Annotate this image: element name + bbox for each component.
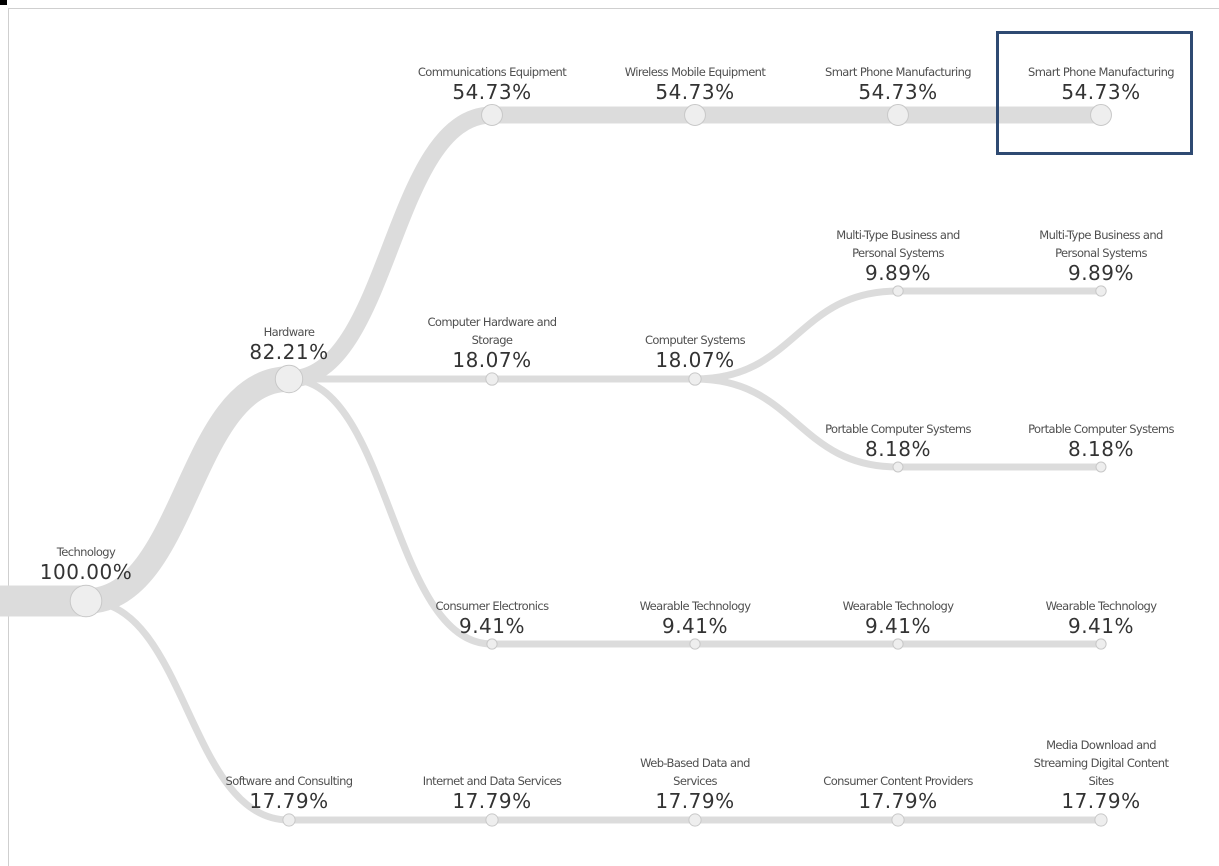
node-name: Multi-Type Business and Personal Systems <box>1039 227 1163 260</box>
node-portable-computer-systems-2-label: Portable Computer Systems 8.18% <box>1008 420 1194 459</box>
edge-fragment <box>0 0 7 5</box>
node-name: Wearable Technology <box>1045 598 1157 613</box>
node-name: Wearable Technology <box>639 598 751 613</box>
node-multi-type-systems-1-label: Multi-Type Business and Personal Systems… <box>805 226 991 283</box>
node-internet-data-services-circle[interactable] <box>485 813 499 827</box>
node-computer-hardware-storage-circle[interactable] <box>485 372 499 386</box>
node-internet-data-services-label: Internet and Data Services 17.79% <box>399 772 585 811</box>
node-consumer-content-providers-label: Consumer Content Providers 17.79% <box>805 772 991 811</box>
link-hardware-to-communications-equipment <box>288 106 493 388</box>
node-value: 9.41% <box>864 613 932 638</box>
node-wireless-mobile-equipment-circle[interactable] <box>684 104 706 126</box>
node-smart-phone-manufacturing-2-label: Smart Phone Manufacturing 54.73% <box>1008 63 1194 102</box>
node-name: Wearable Technology <box>842 598 954 613</box>
node-value: 54.73% <box>858 79 938 104</box>
node-communications-equipment-circle[interactable] <box>481 104 503 126</box>
node-value: 9.41% <box>458 613 526 638</box>
node-name: Technology <box>56 545 116 560</box>
node-name: Software and Consulting <box>225 773 354 788</box>
node-value: 9.41% <box>661 613 729 638</box>
node-technology-label: Technology 100.00% <box>0 543 179 582</box>
node-name: Communications Equipment <box>417 64 567 79</box>
node-value: 9.89% <box>1067 260 1135 285</box>
node-value: 18.07% <box>655 347 735 372</box>
node-value: 17.79% <box>858 788 938 813</box>
node-hardware-circle[interactable] <box>274 364 304 394</box>
node-multi-type-systems-2-label: Multi-Type Business and Personal Systems… <box>1008 226 1194 283</box>
node-software-consulting-circle[interactable] <box>282 813 296 827</box>
node-value: 17.79% <box>655 788 735 813</box>
node-wearable-technology-1-circle[interactable] <box>689 638 701 650</box>
node-computer-systems-circle[interactable] <box>688 372 702 386</box>
node-multi-type-systems-2-circle[interactable] <box>1095 285 1107 297</box>
node-name: Portable Computer Systems <box>1028 422 1174 437</box>
node-value: 9.41% <box>1067 613 1135 638</box>
node-technology-circle[interactable] <box>69 584 103 618</box>
links-layer <box>0 106 1101 824</box>
link-hardware-to-consumer-electronics <box>288 375 493 648</box>
node-portable-computer-systems-1-label: Portable Computer Systems 8.18% <box>805 420 991 459</box>
node-computer-systems-label: Computer Systems 18.07% <box>602 331 788 370</box>
visual-frame <box>8 8 1219 866</box>
node-portable-computer-systems-2-circle[interactable] <box>1095 461 1107 473</box>
node-wearable-technology-3-circle[interactable] <box>1095 638 1107 650</box>
link-computer-systems-to-multi-type-systems-1 <box>694 287 899 383</box>
node-value: 17.79% <box>1061 788 1141 813</box>
node-value: 54.73% <box>655 79 735 104</box>
node-wearable-technology-1-label: Wearable Technology 9.41% <box>602 597 788 636</box>
node-name: Hardware <box>263 325 315 340</box>
node-media-download-streaming-circle[interactable] <box>1094 813 1108 827</box>
node-name: Computer Hardware and Storage <box>427 314 557 347</box>
node-smart-phone-manufacturing-2-circle[interactable] <box>1090 104 1112 126</box>
node-smart-phone-manufacturing-1-circle[interactable] <box>887 104 909 126</box>
node-name: Multi-Type Business and Personal Systems <box>836 227 960 260</box>
link-technology-to-software-consulting <box>85 597 290 824</box>
node-value: 8.18% <box>1067 437 1135 462</box>
node-consumer-content-providers-circle[interactable] <box>891 813 905 827</box>
selection-highlight <box>996 31 1193 155</box>
nodes-layer <box>69 104 1112 827</box>
link-computer-systems-to-portable-computer-systems-1 <box>694 375 899 471</box>
node-wearable-technology-3-label: Wearable Technology 9.41% <box>1008 597 1194 636</box>
node-wireless-mobile-equipment-label: Wireless Mobile Equipment 54.73% <box>602 63 788 102</box>
node-value: 54.73% <box>452 79 532 104</box>
node-value: 54.73% <box>1061 79 1141 104</box>
node-wearable-technology-2-circle[interactable] <box>892 638 904 650</box>
node-name: Consumer Electronics <box>435 598 550 613</box>
node-computer-hardware-storage-label: Computer Hardware and Storage 18.07% <box>399 313 585 370</box>
node-software-consulting-label: Software and Consulting 17.79% <box>196 772 382 811</box>
node-consumer-electronics-label: Consumer Electronics 9.41% <box>399 597 585 636</box>
node-multi-type-systems-1-circle[interactable] <box>892 285 904 297</box>
node-name: Computer Systems <box>644 332 746 347</box>
link-technology-to-hardware <box>84 366 291 614</box>
node-value: 100.00% <box>39 560 133 585</box>
node-value: 9.89% <box>864 260 932 285</box>
node-name: Web-Based Data and Services <box>640 755 750 788</box>
node-name: Smart Phone Manufacturing <box>825 64 972 79</box>
node-web-based-data-services-circle[interactable] <box>688 813 702 827</box>
node-smart-phone-manufacturing-1-label: Smart Phone Manufacturing 54.73% <box>805 63 991 102</box>
node-name: Smart Phone Manufacturing <box>1028 64 1175 79</box>
node-value: 17.79% <box>452 788 532 813</box>
node-value: 8.18% <box>864 437 932 462</box>
node-media-download-streaming-label: Media Download and Streaming Digital Con… <box>1008 736 1194 811</box>
node-wearable-technology-2-label: Wearable Technology 9.41% <box>805 597 991 636</box>
node-value: 18.07% <box>452 347 532 372</box>
node-name: Media Download and Streaming Digital Con… <box>1033 737 1169 788</box>
node-hardware-label: Hardware 82.21% <box>196 323 382 362</box>
node-name: Portable Computer Systems <box>825 422 971 437</box>
node-name: Wireless Mobile Equipment <box>624 64 766 79</box>
node-name: Consumer Content Providers <box>823 773 973 788</box>
node-name: Internet and Data Services <box>422 773 562 788</box>
node-value: 82.21% <box>249 340 329 365</box>
node-communications-equipment-label: Communications Equipment 54.73% <box>399 63 585 102</box>
node-consumer-electronics-circle[interactable] <box>486 638 498 650</box>
node-value: 17.79% <box>249 788 329 813</box>
node-portable-computer-systems-1-circle[interactable] <box>892 461 904 473</box>
node-web-based-data-services-label: Web-Based Data and Services 17.79% <box>602 754 788 811</box>
